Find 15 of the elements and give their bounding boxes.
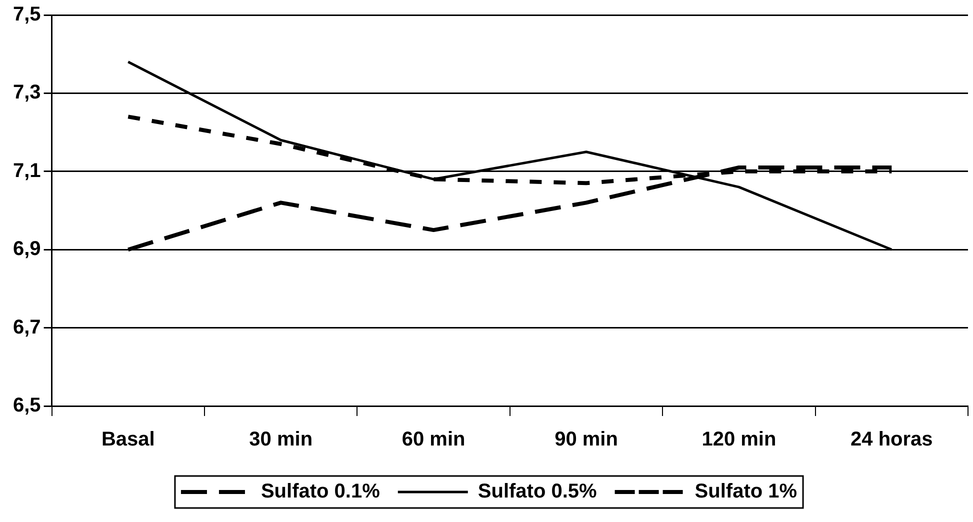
x-tick-label: 120 min [702, 428, 776, 451]
legend-label: Sulfato 0.1% [260, 480, 380, 503]
y-tick-label: 7,3 [12, 82, 41, 104]
x-tick-label: 60 min [402, 428, 466, 451]
y-tick-label: 6,5 [12, 394, 41, 417]
legend-label: Sulfato 0.5% [478, 480, 598, 503]
y-tick-label: 7,5 [12, 4, 41, 26]
x-tick-label: 24 horas [850, 428, 933, 451]
x-tick-label: 30 min [249, 428, 313, 451]
x-tick-label: Basal [101, 428, 155, 451]
x-tick-label: 90 min [554, 428, 618, 451]
y-tick-label: 6,7 [12, 316, 41, 338]
y-tick-label: 7,1 [12, 160, 41, 182]
y-tick-label: 6,9 [12, 238, 41, 260]
legend-label: Sulfato 1% [694, 480, 798, 503]
